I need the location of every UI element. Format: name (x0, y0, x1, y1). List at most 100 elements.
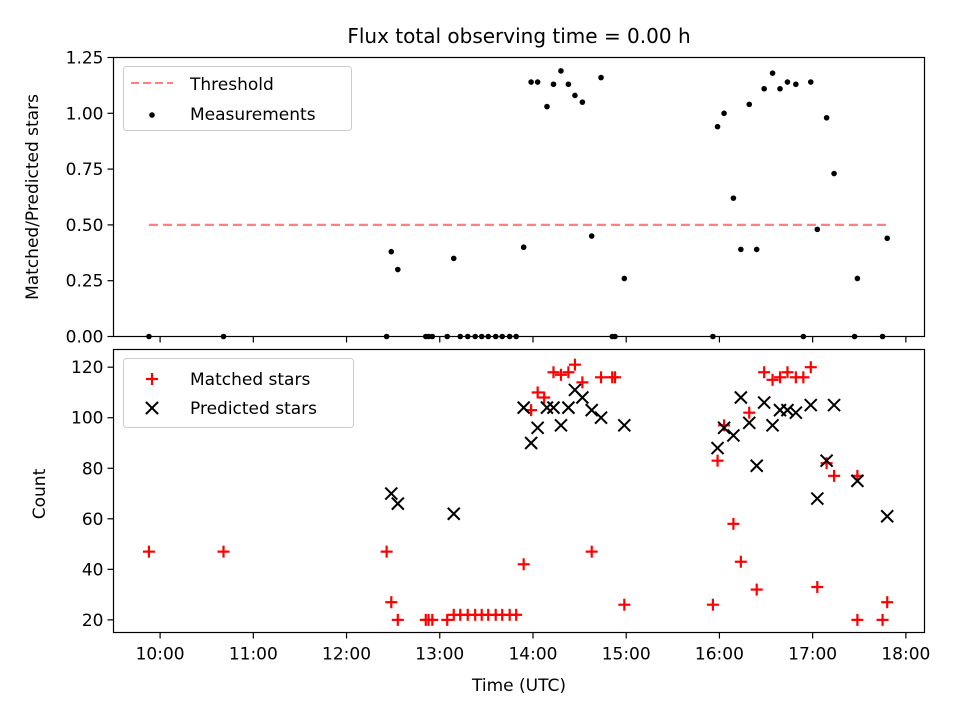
measurement-point (753, 246, 760, 253)
matched-star-point (727, 517, 740, 530)
legend-matched-swatch (146, 373, 158, 385)
matched-star-point (576, 376, 589, 389)
matched-star-point (568, 358, 581, 371)
matched-star-point (538, 391, 551, 404)
measurement-point (831, 170, 837, 177)
matched-star-point (385, 596, 398, 609)
predicted-star-point (765, 418, 780, 433)
top-y-tick-label: 0.50 (66, 216, 104, 236)
matched-star-point (820, 457, 833, 470)
predicted-star-point (880, 509, 894, 523)
x-tick-label: 10:00 (136, 645, 185, 665)
matched-star-point (517, 558, 530, 571)
measurement-point (534, 79, 541, 85)
bottom-y-tick-label: 80 (82, 459, 104, 479)
matched-star-point (510, 608, 523, 621)
x-tick-label: 18:00 (881, 645, 930, 665)
x-tick-label: 15:00 (602, 645, 651, 665)
x-tick-label: 17:00 (788, 645, 837, 665)
measurement-point (793, 81, 799, 88)
bottom-y-tick-label: 20 (82, 611, 104, 631)
matched-star-point (828, 469, 841, 482)
predicted-star-point (447, 507, 461, 521)
top-y-axis-label: Matched/Predicted stars (23, 94, 43, 300)
measurement-point (884, 235, 891, 242)
measurement-point (784, 79, 791, 85)
bottom-data-marks (142, 358, 894, 626)
matched-star-point (562, 366, 575, 379)
measurement-point (528, 79, 534, 85)
bottom-panel: 20 40 60 80 100 120 10:00 11:00 12:00 13:00 14:00 1… (30, 348, 930, 696)
top-y-tick-label: 1.25 (66, 49, 104, 69)
matched-star-point (391, 613, 404, 626)
predicted-star-point (585, 403, 599, 417)
bottom-y-tick-label: 60 (82, 510, 104, 530)
measurement-point (520, 244, 527, 251)
measurement-point (721, 110, 727, 117)
legend-measurements-label: Measurements (190, 105, 316, 125)
matched-star-point (797, 371, 810, 384)
legend-predicted-label: Predicted stars (190, 399, 317, 419)
matched-star-point (758, 366, 771, 379)
top-y-tick-label: 0.75 (66, 160, 104, 180)
matched-star-point (811, 581, 824, 594)
measurement-point (730, 195, 737, 201)
predicted-star-point (524, 436, 538, 450)
top-panel: Flux total observing time = 0.00 h 0.00 0… (23, 24, 926, 348)
matched-star-point (876, 613, 889, 626)
measurement-point (598, 74, 604, 81)
top-panel-title: Flux total observing time = 0.00 h (347, 24, 690, 48)
matched-star-point (706, 598, 719, 611)
top-axes-decor: 0.00 0.25 0.50 0.75 1.00 1.25 (66, 49, 907, 348)
bottom-legend: Matched stars Predicted stars (123, 358, 354, 428)
bottom-legend-box (123, 358, 354, 428)
matched-star-point (774, 371, 787, 384)
measurement-point (395, 266, 401, 273)
matched-star-point (554, 368, 567, 381)
legend-matched-label: Matched stars (190, 370, 310, 390)
matched-star-point (851, 613, 864, 626)
predicted-star-point (575, 390, 590, 405)
matched-star-point (734, 555, 747, 568)
x-tick-label: 12:00 (322, 645, 371, 665)
predicted-star-point (540, 400, 554, 415)
bottom-y-axis-label: Count (30, 468, 50, 519)
top-axes-frame (112, 56, 926, 338)
matched-star-point (585, 545, 598, 558)
predicted-star-point (819, 453, 834, 468)
predicted-star-point (594, 411, 608, 425)
matched-star-point (609, 371, 622, 384)
measurement-point (761, 85, 767, 92)
bottom-y-tick-label: 120 (71, 358, 103, 378)
bottom-y-tick-label: 100 (71, 409, 103, 429)
matched-star-point (804, 361, 817, 374)
predicted-star-point (617, 418, 632, 433)
matched-star-point (711, 454, 724, 467)
predicted-star-point (384, 486, 398, 501)
legend-predicted-swatch (145, 401, 159, 415)
predicted-star-point (710, 441, 725, 455)
predicted-star-point (561, 400, 576, 415)
measurement-point (621, 275, 628, 282)
matched-star-point (547, 366, 560, 379)
x-axis-label: Time (UTC) (471, 676, 566, 696)
matched-star-point (595, 371, 608, 384)
measurement-point (450, 255, 457, 262)
top-y-tick-label: 0.00 (66, 328, 104, 348)
matched-star-point (217, 545, 230, 558)
matched-star-point (531, 386, 544, 399)
x-tick-label: 11:00 (229, 645, 278, 665)
top-legend: Threshold Measurements (123, 66, 352, 131)
measurement-point (550, 81, 557, 88)
measurement-point (544, 103, 550, 110)
matched-star-point (426, 613, 439, 626)
x-tick-label: 14:00 (508, 645, 557, 665)
measurement-point (769, 70, 776, 76)
measurement-point (823, 114, 830, 121)
measurement-point (777, 85, 783, 92)
measurement-point (738, 246, 744, 253)
measurement-point (714, 123, 721, 130)
matched-star-point (743, 406, 756, 419)
top-y-tick-label: 1.00 (66, 104, 104, 124)
